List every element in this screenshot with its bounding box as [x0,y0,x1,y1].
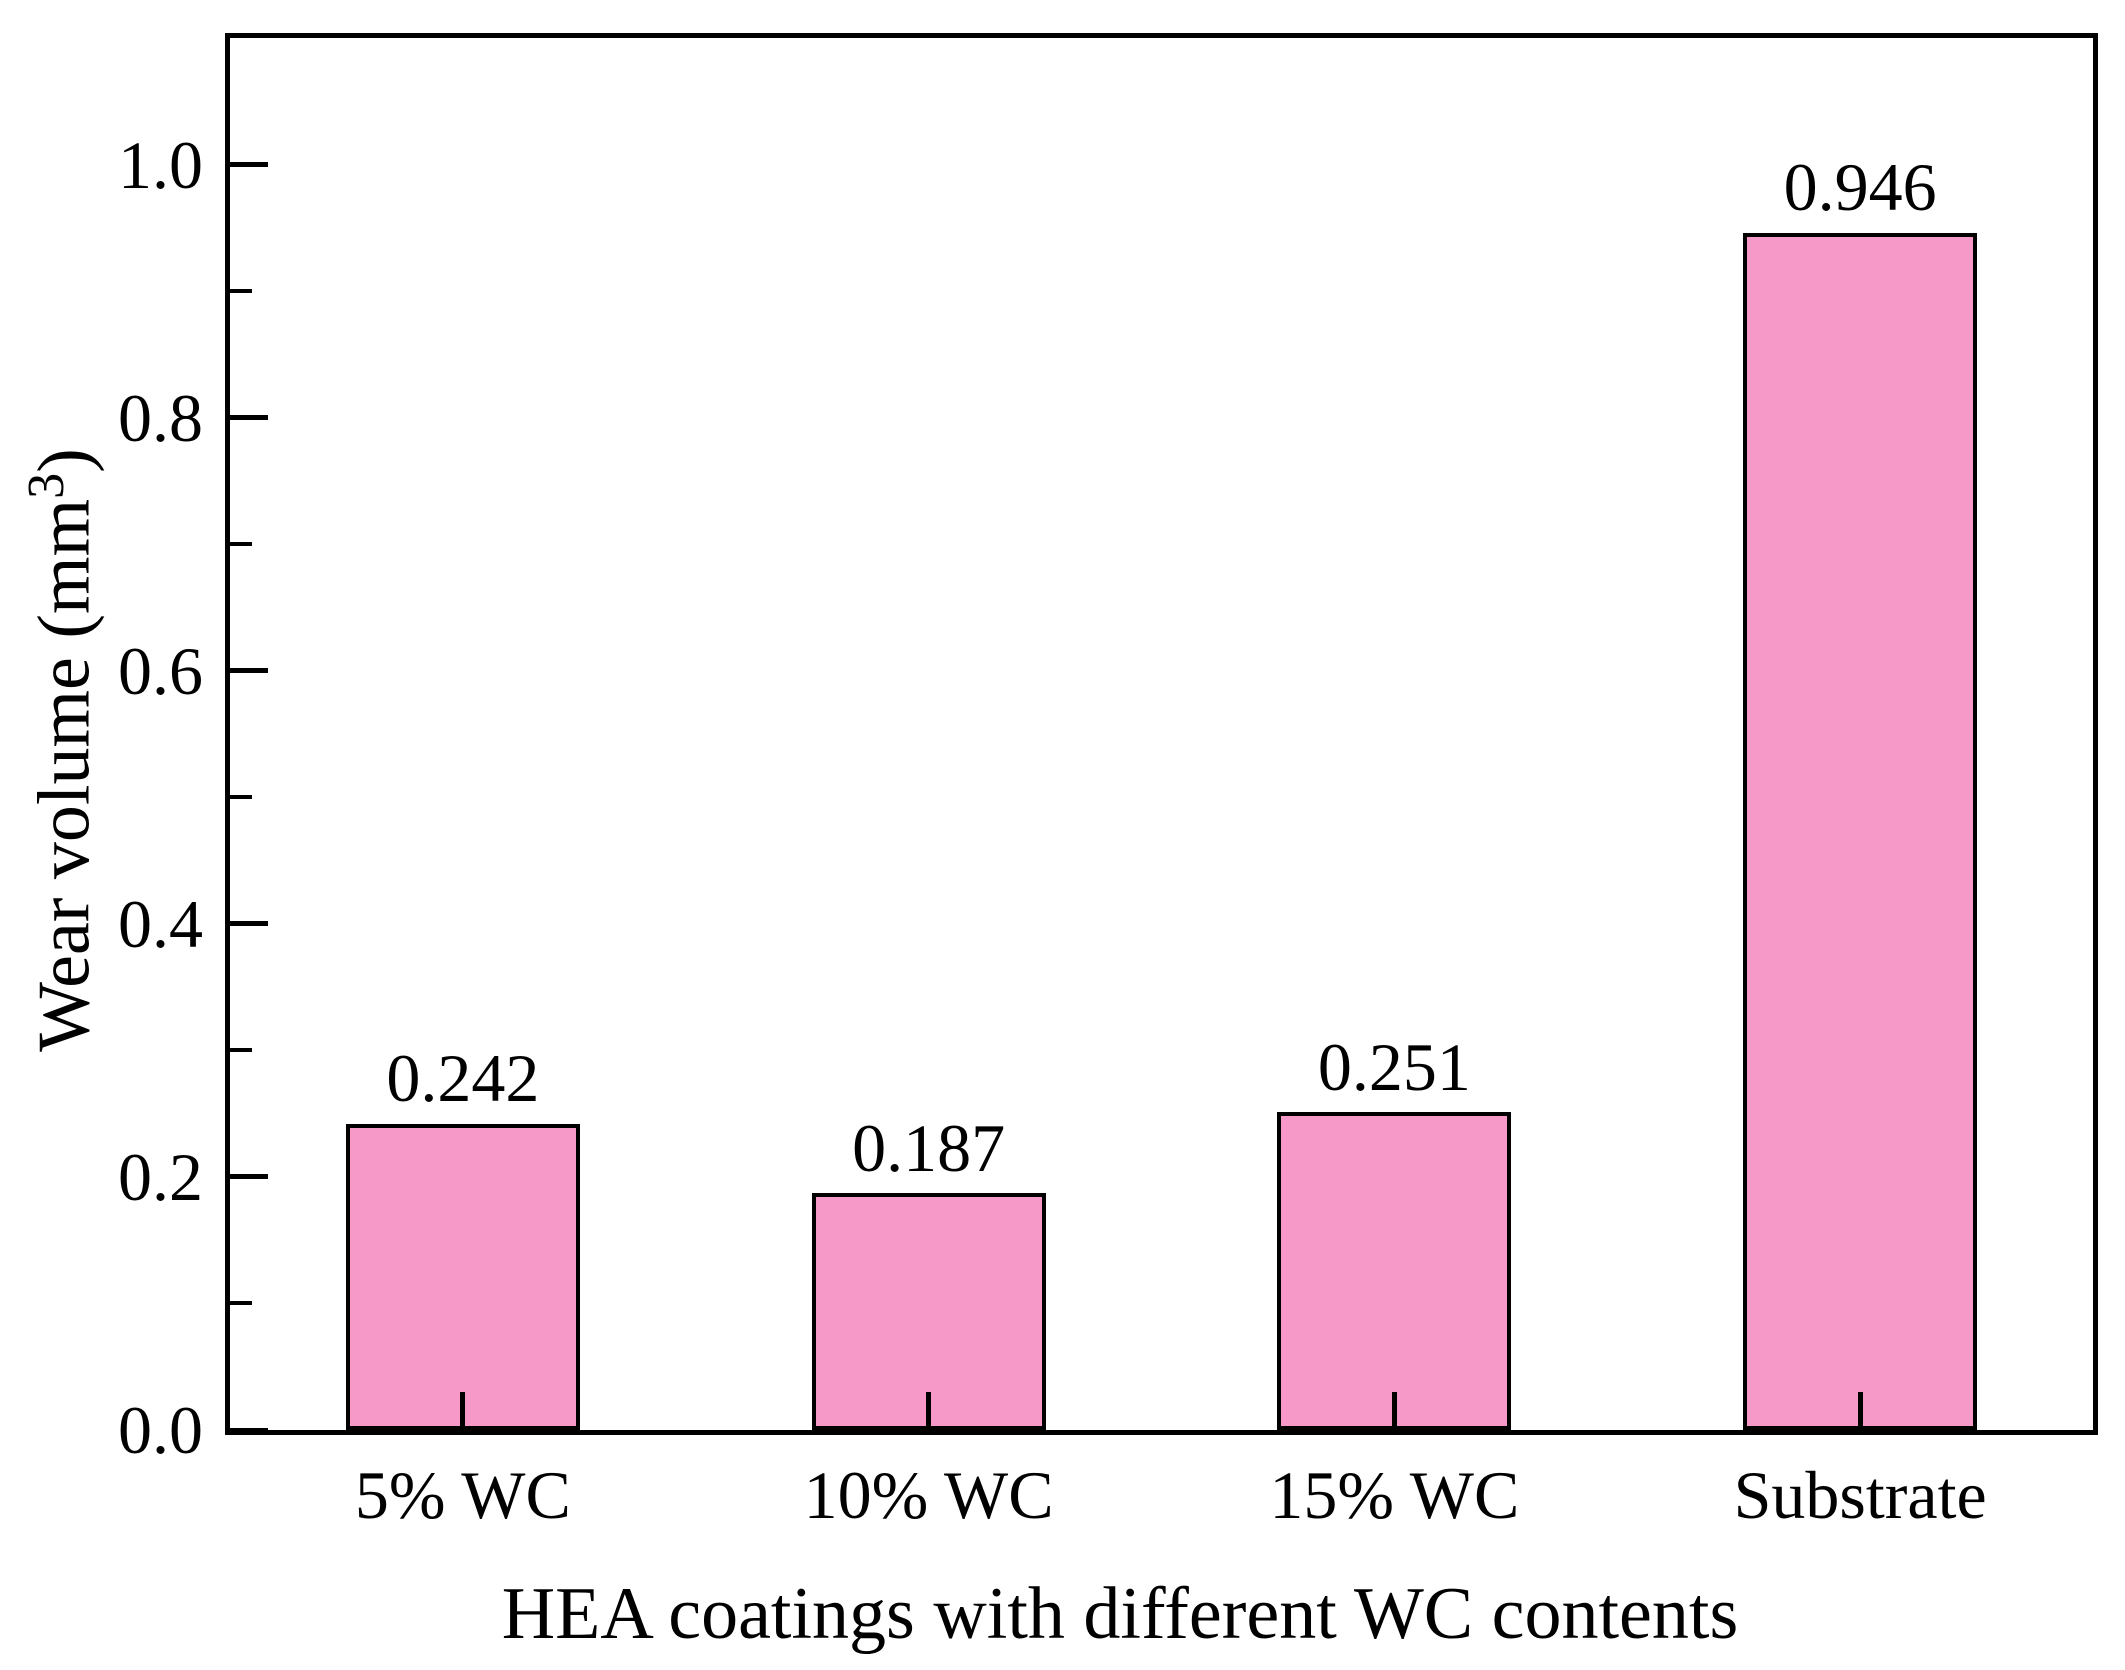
y-tick-label: 0.6 [118,632,203,709]
y-axis-title: Wear volume (mm3) [18,448,106,1052]
y-major-tick [230,162,268,168]
x-tick-10-wc [926,1392,932,1430]
x-category-label: 5% WC [354,1457,571,1533]
y-tick-label: 0.8 [118,379,203,456]
y-minor-tick [230,1301,252,1306]
bar-value-label: 0.946 [1783,149,1937,226]
x-category-label: 15% WC [1269,1457,1520,1533]
y-axis-title-close: ) [23,448,106,473]
y-major-tick [230,668,268,674]
y-minor-tick [230,1048,252,1053]
bar-value-label: 0.251 [1317,1028,1471,1105]
y-major-tick [230,921,268,927]
y-major-tick [230,1427,268,1433]
y-minor-tick [230,795,252,800]
x-category-label: 10% WC [803,1457,1054,1533]
plot-area: 0.242 0.187 0.251 0.946 [225,33,2098,1435]
y-minor-tick [230,289,252,294]
y-minor-tick [230,542,252,547]
bar-value-label: 0.187 [852,1109,1006,1186]
x-axis-title: HEA coatings with different WC contents [501,1573,1739,1655]
x-tick-5-wc [460,1392,466,1430]
x-category-label: Substrate [1733,1457,1987,1533]
y-axis-title-superscript: 3 [17,472,75,499]
y-axis-title-text: Wear volume (mm [23,498,106,1052]
bar-value-label: 0.242 [386,1039,540,1116]
y-tick-label: 0.4 [118,885,203,962]
y-major-tick [230,1174,268,1180]
y-major-tick [230,415,268,421]
bar-15-wc [1277,1112,1512,1430]
y-tick-label: 1.0 [118,126,203,203]
y-tick-label: 0.2 [118,1138,203,1215]
x-tick-substrate [1857,1392,1863,1430]
bar-5-wc [345,1123,580,1430]
bar-substrate [1743,232,1978,1430]
y-tick-label: 0.0 [118,1392,203,1468]
bar-10-wc [811,1193,1046,1430]
x-tick-15-wc [1391,1392,1397,1430]
